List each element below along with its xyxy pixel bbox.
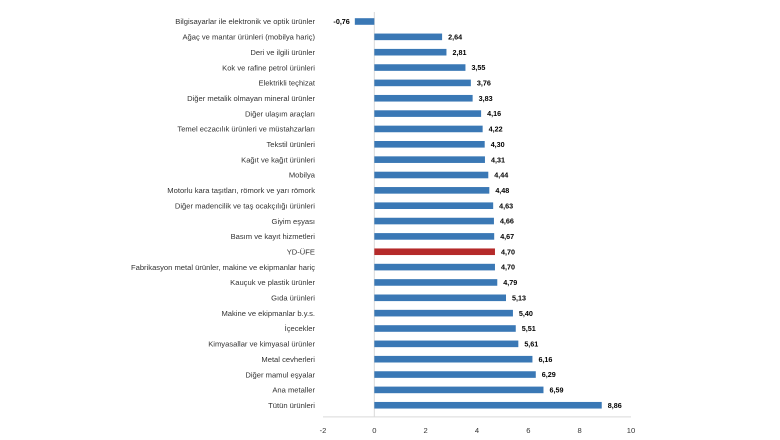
category-label: Basım ve kayıt hizmetleri — [231, 232, 316, 241]
value-label: 2,64 — [448, 32, 462, 41]
value-label: 4,16 — [487, 109, 501, 118]
bar — [374, 110, 482, 117]
bar — [374, 64, 466, 71]
value-label: 4,67 — [500, 232, 514, 241]
category-label: Kauçuk ve plastik ürünler — [230, 278, 315, 287]
bar-highlight — [374, 248, 495, 256]
bar — [374, 187, 490, 194]
value-label: 5,61 — [524, 339, 538, 348]
category-label: Giyim eşyası — [272, 217, 315, 226]
bar — [374, 279, 498, 286]
value-label: 2,81 — [452, 48, 466, 57]
category-label: Diğer ulaşım araçları — [245, 109, 315, 118]
axes-group — [323, 12, 631, 418]
x-tick-label: 8 — [578, 426, 582, 435]
value-label: 4,79 — [503, 278, 517, 287]
bar — [374, 217, 494, 225]
category-label: Bilgisayarlar ile elektronik ve optik ür… — [175, 17, 315, 26]
value-label: 4,48 — [495, 186, 509, 195]
category-label: Makine ve ekipmanlar b.y.s. — [221, 309, 315, 318]
value-label: 4,22 — [489, 125, 503, 134]
bar — [374, 94, 473, 102]
category-label: Diğer madencilik ve taş ocakçılığı ürünl… — [175, 201, 315, 210]
value-label: 5,51 — [522, 324, 536, 333]
bars-group — [354, 18, 602, 409]
bar — [374, 48, 447, 56]
x-tick-label: 0 — [372, 426, 376, 435]
value-label: 8,86 — [608, 401, 622, 410]
value-label: 4,30 — [491, 140, 505, 149]
category-label: Kimyasallar ve kimyasal ürünler — [208, 340, 315, 349]
value-label: 6,29 — [542, 370, 556, 379]
category-label: Kağıt ve kağıt ürünleri — [241, 155, 315, 164]
bar — [374, 202, 494, 209]
category-label: Tekstil ürünleri — [266, 140, 315, 149]
value-label: 4,70 — [501, 247, 515, 256]
bar — [374, 371, 536, 378]
value-label: 3,55 — [471, 63, 485, 72]
x-tick-label: 6 — [526, 426, 530, 435]
category-label: Elektrikli teçhizat — [258, 79, 315, 88]
category-label: Deri ve ilgili ürünler — [250, 48, 315, 57]
value-label: 4,31 — [491, 155, 505, 164]
value-label: 6,16 — [538, 355, 552, 364]
value-labels-group: -0,76 2,64 2,81 3,55 3,76 3,83 4,16 4,22 4,30 4,3… — [333, 17, 621, 410]
x-tick-labels-group: -2 0 2 4 6 8 10 — [320, 426, 636, 435]
bar — [374, 141, 485, 148]
category-label: Temel eczacılık ürünleri ve müstahzarlar… — [177, 125, 315, 134]
category-label: Gıda ürünleri — [271, 294, 315, 303]
bar — [374, 171, 489, 179]
bar — [374, 309, 513, 317]
bar — [374, 294, 507, 302]
value-label: 4,70 — [501, 263, 515, 272]
value-label: 3,76 — [477, 79, 491, 88]
bar — [374, 233, 495, 240]
bar — [374, 401, 602, 409]
category-label: Mobilya — [289, 171, 316, 180]
value-label: 4,63 — [499, 201, 513, 210]
bar — [374, 125, 483, 133]
category-label: Metal cevherleri — [261, 355, 315, 364]
value-label: 4,66 — [500, 217, 514, 226]
bar — [354, 18, 375, 25]
x-tick-label: -2 — [320, 426, 327, 435]
value-label: 6,59 — [549, 386, 563, 395]
category-label: Diğer metalik olmayan mineral ürünler — [187, 94, 315, 103]
value-label: 3,83 — [479, 94, 493, 103]
category-label: YD-ÜFE — [287, 247, 315, 256]
value-label: 5,13 — [512, 293, 526, 302]
bar — [374, 325, 516, 332]
category-label: Ana metaller — [272, 386, 315, 395]
bar — [374, 355, 533, 363]
value-label: -0,76 — [333, 17, 349, 26]
category-label: Fabrikasyon metal ürünler, makine ve eki… — [131, 263, 315, 272]
value-label: 4,44 — [494, 171, 508, 180]
category-label: İçecekler — [285, 324, 316, 333]
category-labels-group: Bilgisayarlar ile elektronik ve optik ür… — [131, 17, 316, 410]
category-label: Motorlu kara taşıtları, römork ve yarı r… — [167, 186, 315, 195]
x-tick-label: 4 — [475, 426, 479, 435]
value-label: 5,40 — [519, 309, 533, 318]
bar — [374, 263, 495, 271]
bar — [374, 79, 471, 87]
bar — [374, 386, 544, 394]
category-label: Tütün ürünleri — [268, 401, 315, 410]
category-label: Ağaç ve mantar ürünleri (mobilya hariç) — [182, 33, 315, 42]
x-tick-label: 10 — [627, 426, 635, 435]
bar — [374, 33, 443, 41]
category-label: Kok ve rafine petrol ürünleri — [222, 63, 315, 72]
bar — [374, 156, 485, 163]
category-label: Diğer mamul eşyalar — [245, 370, 315, 379]
x-tick-label: 2 — [424, 426, 428, 435]
bar — [374, 340, 519, 348]
